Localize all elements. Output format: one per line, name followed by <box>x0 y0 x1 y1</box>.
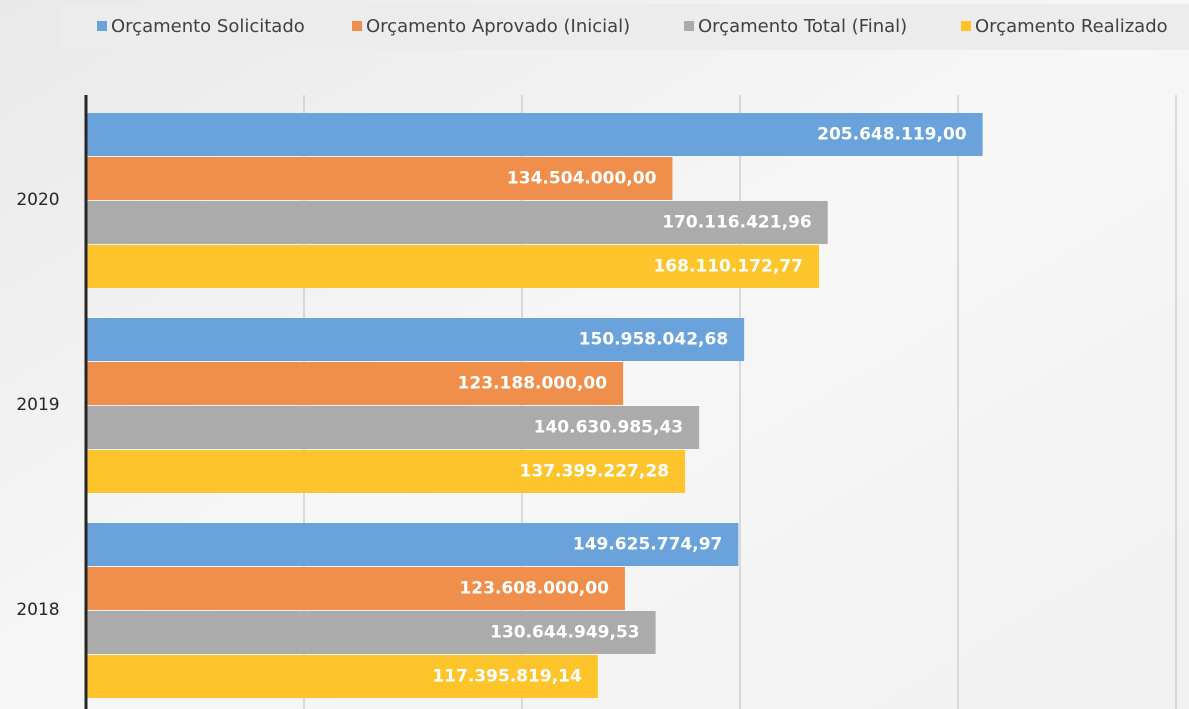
legend-marker <box>352 21 362 31</box>
bar <box>86 611 656 654</box>
data-label: 117.395.819,14 <box>432 667 582 687</box>
data-label: 170.116.421,96 <box>662 213 812 233</box>
bar <box>86 362 624 405</box>
y-tick-label: 2019 <box>16 395 59 415</box>
legend-marker <box>684 21 694 31</box>
data-label: 168.110.172,77 <box>653 257 803 277</box>
bar <box>86 567 625 610</box>
bar <box>86 450 686 493</box>
data-label: 149.625.774,97 <box>573 535 723 555</box>
bar <box>86 318 745 361</box>
data-label: 134.504.000,00 <box>507 169 657 189</box>
bar <box>86 655 598 698</box>
legend-marker <box>961 21 971 31</box>
legend-label: Orçamento Aprovado (Inicial) <box>366 16 630 37</box>
y-tick-label: 2018 <box>16 600 59 620</box>
data-label: 130.644.949,53 <box>490 623 640 643</box>
data-label: 150.958.042,68 <box>579 330 729 350</box>
legend-label: Orçamento Total (Final) <box>698 16 907 37</box>
legend-label: Orçamento Realizado <box>975 16 1168 37</box>
bar <box>86 113 983 156</box>
bar <box>86 201 828 244</box>
bar <box>86 406 700 449</box>
legend-label: Orçamento Solicitado <box>111 16 305 37</box>
data-label: 123.188.000,00 <box>458 374 608 394</box>
legend-box <box>60 4 1189 50</box>
bar <box>86 523 739 566</box>
data-label: 137.399.227,28 <box>520 462 670 482</box>
data-label: 140.630.985,43 <box>534 418 684 438</box>
y-tick-label: 2020 <box>16 190 59 210</box>
bar <box>86 157 673 200</box>
bar <box>86 245 819 288</box>
data-label: 205.648.119,00 <box>817 125 967 145</box>
legend-marker <box>97 21 107 31</box>
data-label: 123.608.000,00 <box>459 579 609 599</box>
